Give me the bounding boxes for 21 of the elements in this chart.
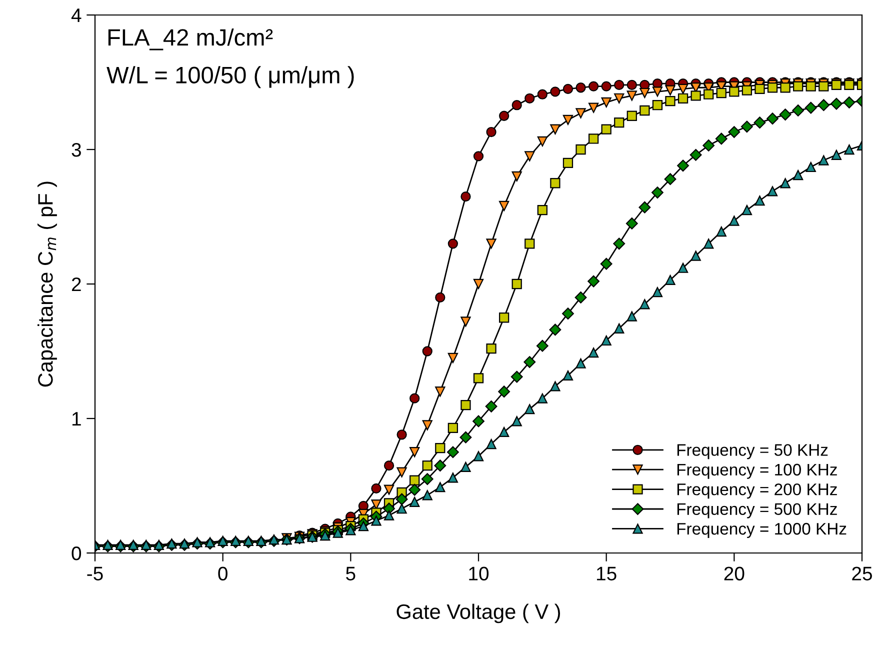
y-tick-label: 3 — [72, 142, 81, 157]
legend-label: Frequency = 1000 KHz — [677, 522, 846, 538]
x-tick-label: 5 — [346, 566, 356, 580]
y-axis-title: Capacitance C$_{m}$ ( pF ) — [38, 182, 57, 387]
y-tick-label: 0 — [72, 546, 82, 560]
legend-label: Frequency = 100 KHz — [677, 464, 837, 479]
x-tick-label: 15 — [597, 566, 616, 580]
annotation: FLA_42 mJ/cm² — [108, 28, 273, 50]
legend-label: Frequency = 200 KHz — [677, 483, 837, 499]
x-tick-label: 20 — [724, 566, 744, 580]
legend-label: Frequency = 50 KHz — [677, 444, 828, 460]
y-tick-label: 4 — [71, 8, 82, 22]
x-tick-label: 10 — [469, 566, 489, 580]
x-axis-title: Gate Voltage ( V ) — [396, 604, 560, 624]
x-tick-label: -5 — [87, 566, 103, 580]
y-tick-label: 1 — [72, 412, 81, 426]
y-tick-label: 2 — [72, 277, 81, 292]
legend-label: Frequency = 500 KHz — [677, 503, 837, 518]
x-tick-label: 0 — [218, 566, 228, 580]
annotation: W/L = 100/50 ( μm/μm ) — [106, 66, 354, 88]
x-tick-label: 25 — [852, 566, 872, 580]
